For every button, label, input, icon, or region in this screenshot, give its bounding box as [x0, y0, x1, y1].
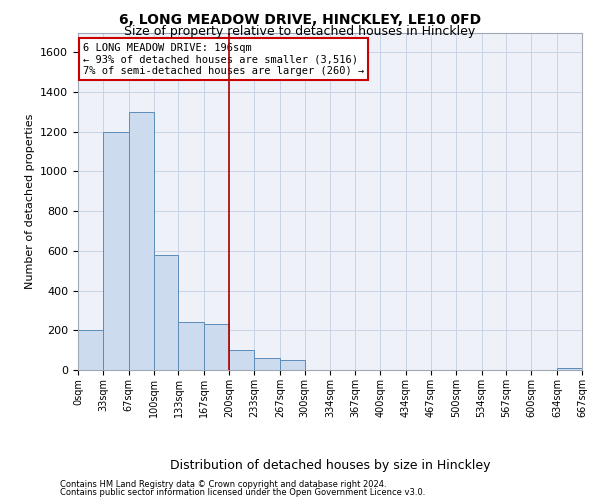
Text: 6, LONG MEADOW DRIVE, HINCKLEY, LE10 0FD: 6, LONG MEADOW DRIVE, HINCKLEY, LE10 0FD [119, 12, 481, 26]
Bar [204, 324, 229, 370]
Text: Size of property relative to detached houses in Hinckley: Size of property relative to detached ho… [124, 25, 476, 38]
Bar [78, 330, 103, 370]
Bar [229, 350, 254, 370]
Bar [280, 360, 305, 370]
Bar [128, 112, 154, 370]
X-axis label: Distribution of detached houses by size in Hinckley: Distribution of detached houses by size … [170, 458, 490, 471]
Bar [254, 358, 280, 370]
Y-axis label: Number of detached properties: Number of detached properties [25, 114, 35, 289]
Text: Contains public sector information licensed under the Open Government Licence v3: Contains public sector information licen… [60, 488, 425, 497]
Text: 6 LONG MEADOW DRIVE: 196sqm
← 93% of detached houses are smaller (3,516)
7% of s: 6 LONG MEADOW DRIVE: 196sqm ← 93% of det… [83, 42, 364, 76]
Bar [154, 255, 178, 370]
Bar [557, 368, 582, 370]
Text: Contains HM Land Registry data © Crown copyright and database right 2024.: Contains HM Land Registry data © Crown c… [60, 480, 386, 489]
Bar [103, 132, 128, 370]
Bar [178, 322, 204, 370]
